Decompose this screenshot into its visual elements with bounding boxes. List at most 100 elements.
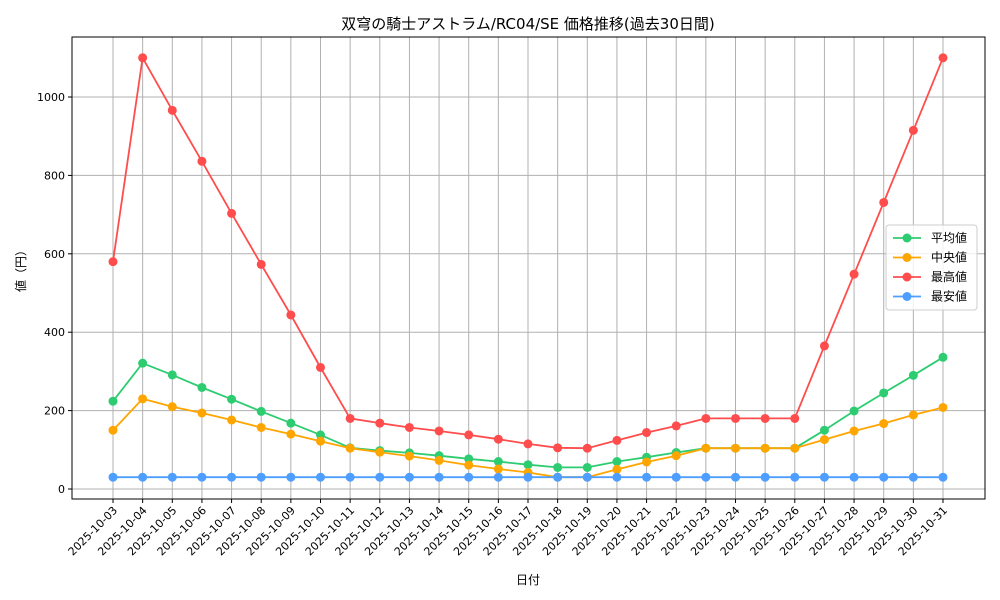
data-point — [138, 53, 148, 63]
data-point — [345, 413, 355, 423]
data-point — [197, 472, 207, 482]
legend-label: 最高値 — [931, 269, 967, 284]
chart-title: 双穹の騎士アストラム/RC04/SE 価格推移(過去30日間) — [341, 15, 714, 33]
data-point — [493, 434, 503, 444]
data-point — [197, 382, 207, 392]
data-point — [642, 472, 652, 482]
data-point — [642, 457, 652, 467]
legend-marker — [902, 253, 912, 262]
data-point — [256, 259, 266, 269]
data-point — [582, 472, 592, 482]
data-point — [553, 472, 563, 482]
data-series — [108, 53, 948, 482]
data-point — [108, 396, 118, 406]
data-point — [316, 436, 325, 446]
data-point — [197, 156, 207, 166]
y-tick-label: 800 — [44, 169, 65, 182]
data-point — [819, 425, 829, 435]
data-point — [316, 472, 325, 482]
data-point — [938, 472, 948, 482]
y-tick-label: 0 — [58, 483, 65, 496]
series-2 — [108, 53, 948, 453]
data-point — [197, 408, 207, 418]
data-point — [316, 362, 325, 372]
data-point — [701, 413, 711, 423]
data-point — [108, 425, 118, 435]
data-point — [493, 457, 503, 467]
series-1 — [108, 394, 948, 482]
x-axis-ticks: 2025-10-032025-10-042025-10-052025-10-06… — [66, 499, 950, 558]
y-axis-ticks: 0 200 400 600 800 1000 — [37, 91, 72, 496]
plot-frame — [71, 36, 986, 500]
data-point — [464, 460, 474, 470]
data-point — [434, 426, 444, 436]
data-point — [731, 472, 740, 482]
y-tick-label: 1000 — [37, 91, 65, 104]
data-point — [582, 443, 592, 453]
data-point — [108, 257, 118, 267]
data-point — [612, 457, 622, 467]
data-point — [819, 472, 829, 482]
y-tick-label: 400 — [44, 326, 65, 339]
data-point — [286, 310, 296, 320]
data-point — [523, 472, 533, 482]
data-point — [227, 208, 237, 218]
data-point — [286, 429, 296, 439]
x-axis-label: 日付 — [516, 573, 540, 587]
y-tick-label: 600 — [44, 248, 65, 261]
data-point — [493, 472, 503, 482]
y-axis-label: 値（円） — [13, 244, 28, 292]
series-3 — [108, 472, 948, 482]
data-point — [849, 269, 859, 279]
data-point — [612, 435, 622, 445]
data-point — [345, 443, 355, 453]
data-point — [938, 352, 948, 362]
data-point — [790, 472, 800, 482]
data-point — [642, 428, 652, 438]
data-point — [434, 455, 444, 465]
grid-lines — [72, 37, 985, 499]
data-point — [464, 430, 474, 440]
data-point — [316, 430, 325, 440]
legend-label: 中央値 — [931, 250, 967, 265]
data-point — [671, 472, 681, 482]
data-point — [227, 394, 237, 404]
data-point — [404, 451, 414, 461]
data-point — [256, 422, 266, 432]
legend-label: 平均値 — [931, 230, 967, 245]
data-point — [849, 406, 859, 416]
data-point — [345, 472, 355, 482]
data-point — [256, 406, 266, 416]
data-point — [464, 472, 474, 482]
data-point — [908, 370, 918, 380]
legend-marker — [902, 272, 912, 282]
data-point — [286, 472, 296, 482]
data-point — [167, 472, 177, 482]
data-point — [375, 472, 385, 482]
data-point — [434, 472, 444, 482]
data-point — [108, 472, 118, 482]
legend-marker — [902, 233, 912, 243]
data-point — [553, 462, 563, 472]
data-point — [879, 472, 889, 482]
data-point — [286, 418, 296, 428]
data-point — [849, 426, 859, 436]
data-point — [167, 370, 177, 380]
data-point — [493, 464, 503, 474]
data-point — [760, 443, 770, 453]
data-point — [731, 443, 740, 453]
data-point — [167, 402, 177, 412]
data-point — [612, 464, 622, 474]
data-point — [908, 125, 918, 135]
y-tick-label: 200 — [44, 405, 65, 418]
data-point — [375, 447, 385, 457]
data-point — [138, 358, 148, 368]
data-point — [731, 413, 740, 423]
data-point — [553, 443, 563, 453]
data-point — [879, 419, 889, 429]
data-point — [464, 454, 474, 464]
data-point — [701, 443, 711, 453]
data-point — [760, 413, 770, 423]
data-point — [671, 451, 681, 461]
